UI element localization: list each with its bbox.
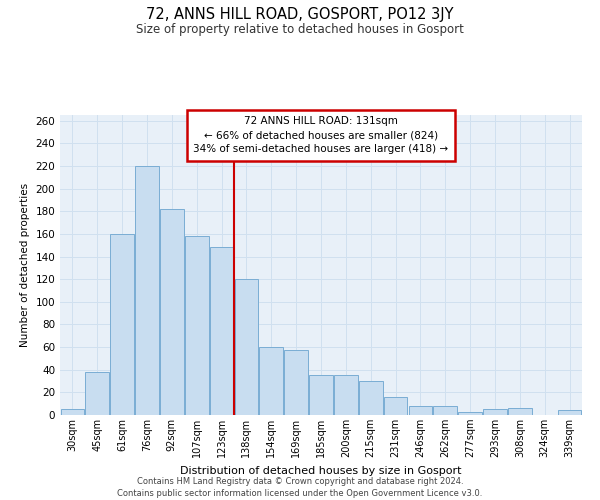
- Text: Size of property relative to detached houses in Gosport: Size of property relative to detached ho…: [136, 22, 464, 36]
- Bar: [135, 166, 159, 415]
- Bar: [284, 350, 308, 415]
- Bar: [433, 406, 457, 415]
- Bar: [61, 410, 84, 415]
- Text: 72 ANNS HILL ROAD: 131sqm
← 66% of detached houses are smaller (824)
34% of semi: 72 ANNS HILL ROAD: 131sqm ← 66% of detac…: [193, 116, 449, 154]
- Bar: [334, 376, 358, 415]
- X-axis label: Distribution of detached houses by size in Gosport: Distribution of detached houses by size …: [180, 466, 462, 475]
- Bar: [85, 372, 109, 415]
- Y-axis label: Number of detached properties: Number of detached properties: [20, 183, 30, 347]
- Bar: [185, 236, 209, 415]
- Bar: [259, 347, 283, 415]
- Bar: [558, 410, 581, 415]
- Text: Contains HM Land Registry data © Crown copyright and database right 2024.
Contai: Contains HM Land Registry data © Crown c…: [118, 476, 482, 498]
- Bar: [235, 279, 258, 415]
- Bar: [210, 248, 233, 415]
- Bar: [483, 410, 507, 415]
- Bar: [160, 209, 184, 415]
- Bar: [409, 406, 432, 415]
- Bar: [508, 408, 532, 415]
- Bar: [309, 376, 333, 415]
- Bar: [359, 381, 383, 415]
- Bar: [110, 234, 134, 415]
- Text: 72, ANNS HILL ROAD, GOSPORT, PO12 3JY: 72, ANNS HILL ROAD, GOSPORT, PO12 3JY: [146, 8, 454, 22]
- Bar: [384, 397, 407, 415]
- Bar: [458, 412, 482, 415]
